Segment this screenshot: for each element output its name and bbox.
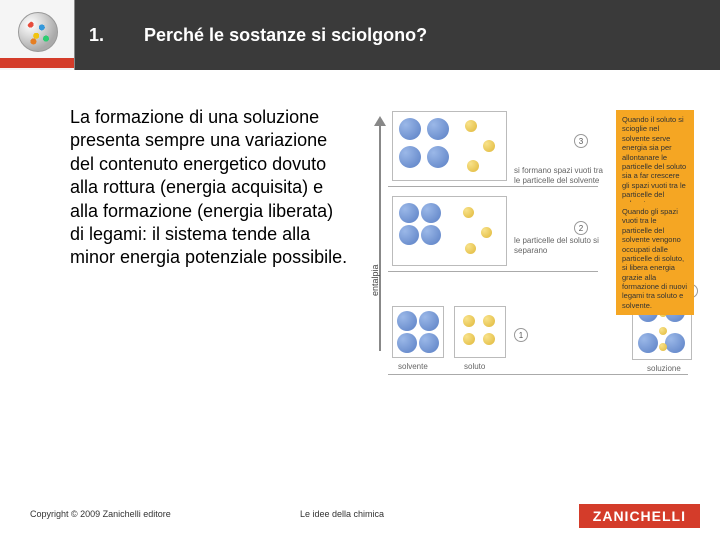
axis-label: entalpia — [370, 264, 380, 296]
panel-solute — [454, 306, 506, 358]
slide-footer: Copyright © 2009 Zanichelli editore Le i… — [0, 502, 720, 526]
note-top: Quando il soluto si scioglie nel solvent… — [616, 110, 694, 214]
stage-2-caption: le particelle del soluto si separano — [514, 236, 609, 255]
section-title: Perché le sostanze si sciolgono? — [144, 25, 427, 46]
gumball-icon — [18, 12, 58, 52]
slide-header: 1. Perché le sostanze si sciolgono? — [0, 0, 720, 70]
body-paragraph: La formazione di una soluzione presenta … — [70, 106, 350, 416]
enthalpy-arrow — [374, 116, 386, 356]
panel-solvent — [392, 306, 444, 358]
panel-stage-2 — [392, 196, 507, 266]
section-number: 1. — [89, 25, 104, 46]
label-soluto: soluto — [464, 362, 485, 372]
book-title: Le idee della chimica — [300, 509, 384, 519]
panel-stage-3 — [392, 111, 507, 181]
label-solvente: solvente — [398, 362, 428, 372]
stage-2-number: 2 — [574, 221, 588, 235]
stage-3-number: 3 — [574, 134, 588, 148]
cover-red-stripe — [0, 58, 74, 68]
cover-thumbnail — [0, 0, 75, 70]
stage-3-caption: si formano spazi vuoti tra le particelle… — [514, 166, 609, 185]
label-soluzione: soluzione — [647, 364, 681, 374]
dissolution-diagram: entalpia 3 si formano spazi vuoti tra le… — [374, 106, 699, 416]
content-area: La formazione di una soluzione presenta … — [0, 70, 720, 416]
publisher-logo: ZANICHELLI — [579, 504, 700, 528]
stage-1-number: 1 — [514, 328, 528, 342]
note-bottom: Quando gli spazi vuoti tra le particelle… — [616, 202, 694, 315]
copyright-text: Copyright © 2009 Zanichelli editore — [30, 509, 171, 519]
